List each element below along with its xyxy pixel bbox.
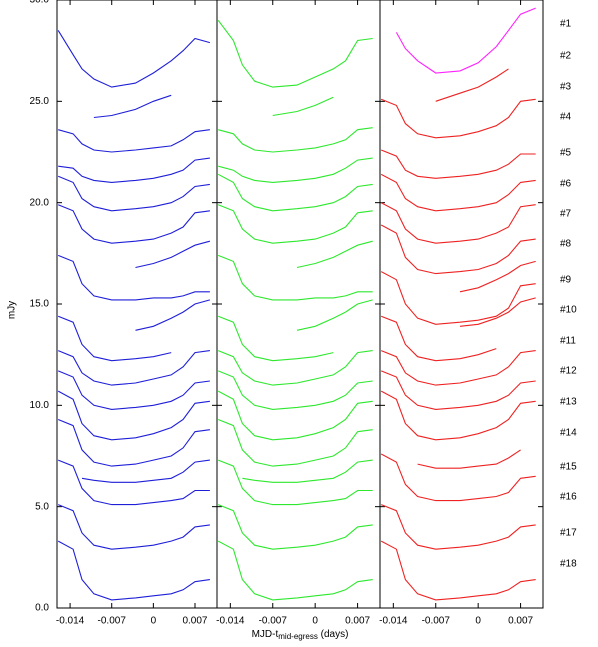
light-curve (57, 254, 210, 301)
light-curve (217, 504, 373, 550)
light-curve (380, 504, 536, 550)
light-curve (217, 204, 373, 244)
light-curve (242, 459, 373, 483)
light-curve (380, 202, 536, 244)
x-tick-label: 0 (475, 616, 481, 627)
light-curve (380, 98, 536, 139)
curve-label: #18 (560, 559, 577, 570)
light-curve (296, 299, 373, 331)
x-tick-label: -0.014 (379, 616, 408, 627)
light-curve (57, 418, 210, 467)
light-curve (81, 459, 210, 483)
light-curve (57, 175, 210, 212)
light-curve (57, 370, 210, 410)
light-curve (218, 157, 373, 183)
curve-label: #16 (560, 492, 577, 503)
x-tick-label: 0 (151, 616, 157, 627)
curve-label: #5 (560, 148, 572, 159)
y-tick-label: 5.0 (35, 501, 49, 512)
light-curve (380, 271, 536, 325)
panel-frame (56, 0, 218, 609)
curve-label: #15 (560, 462, 577, 473)
curve-label: #6 (560, 179, 572, 190)
light-curve (57, 459, 210, 506)
y-tick-label: 30.0 (30, 0, 50, 6)
x-tick-label: 0.007 (508, 616, 533, 627)
light-curve (217, 350, 373, 386)
light-curve (459, 297, 536, 327)
y-tick-label: 20.0 (30, 197, 50, 208)
light-curve (58, 157, 210, 183)
light-curve (57, 30, 211, 88)
light-curve (217, 173, 373, 212)
curve-label: #17 (560, 528, 577, 539)
light-curve (435, 68, 509, 102)
light-curve (217, 370, 373, 410)
light-curve (380, 453, 536, 502)
light-curve (217, 19, 373, 88)
light-curve (218, 127, 373, 153)
light-curve (135, 240, 211, 269)
x-tick-label: 0 (312, 616, 318, 627)
curve-label: #13 (560, 397, 577, 408)
light-curve (272, 96, 334, 117)
light-curve (217, 315, 334, 362)
curve-label: #2 (560, 51, 572, 62)
light-curve (135, 299, 211, 331)
light-curve (217, 254, 373, 301)
light-curve (93, 94, 172, 119)
light-curve (380, 149, 536, 179)
light-curve (380, 173, 536, 212)
light-curve (380, 390, 536, 441)
light-curve (57, 540, 210, 601)
light-curve (217, 459, 373, 506)
light-curve (217, 540, 373, 601)
x-label-main: MJD-t (252, 629, 279, 640)
curve-label: #14 (560, 428, 577, 439)
x-tick-label: 0.007 (182, 616, 207, 627)
light-curve (58, 129, 210, 153)
y-tick-label: 10.0 (30, 400, 50, 411)
curve-label: #9 (560, 275, 572, 286)
light-curve (57, 204, 210, 244)
light-curve (380, 370, 536, 410)
light-curve (459, 260, 536, 293)
y-axis-label: mJy (7, 301, 18, 319)
curve-label: #12 (560, 366, 577, 377)
x-label-suffix: (days) (318, 629, 349, 640)
x-tick-label: -0.014 (56, 616, 85, 627)
x-tick-label: -0.007 (259, 616, 288, 627)
x-tick-label: -0.007 (98, 616, 127, 627)
x-axis-label: MJD-tmid-egress (days) (252, 629, 349, 641)
curve-label: #8 (560, 239, 572, 250)
light-curve (395, 7, 536, 74)
curve-label: #11 (560, 336, 576, 347)
light-curve (296, 240, 373, 269)
y-tick-label: 15.0 (30, 299, 50, 310)
curve-label: #1 (560, 19, 572, 30)
light-curve (417, 449, 521, 469)
x-tick-label: -0.007 (422, 616, 451, 627)
light-curve (57, 315, 172, 362)
light-curve (380, 315, 497, 362)
curve-label: #10 (560, 305, 577, 316)
curve-label: #3 (560, 82, 572, 93)
light-curve (217, 418, 373, 467)
curve-label: #4 (560, 112, 572, 123)
x-label-sub: mid-egress (278, 632, 318, 641)
light-curve (57, 350, 210, 386)
curve-label: #7 (560, 209, 572, 220)
y-tick-label: 0.0 (35, 603, 49, 614)
light-curve (380, 224, 536, 275)
light-curve (217, 390, 373, 441)
light-curve (380, 540, 536, 601)
panel-frame (216, 0, 381, 609)
light-curve (57, 390, 210, 441)
light-curve (380, 350, 536, 386)
light-curve (57, 504, 210, 550)
x-tick-label: 0.007 (345, 616, 370, 627)
x-tick-label: -0.014 (216, 616, 245, 627)
y-tick-label: 25.0 (30, 96, 50, 107)
